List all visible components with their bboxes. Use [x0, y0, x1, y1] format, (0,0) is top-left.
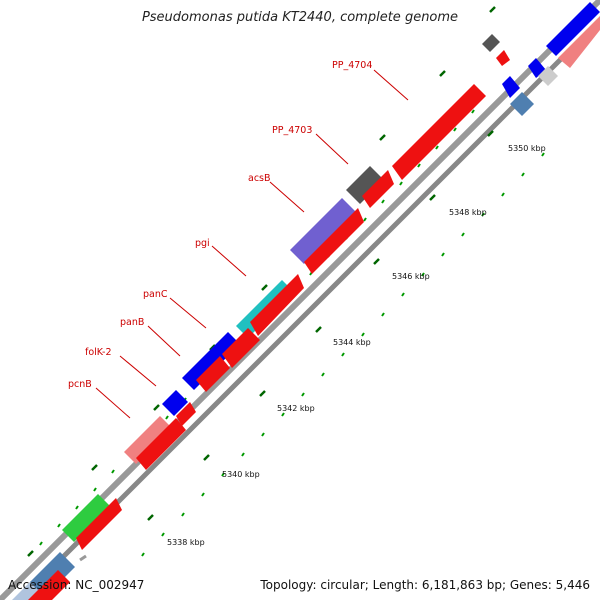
gene-arrow-red-4: [176, 402, 196, 426]
gene-block-blue-small: [162, 390, 188, 416]
gene-arrow-red-7: [250, 274, 304, 336]
gene-label-folk-2: folK-2: [85, 347, 112, 358]
gene-arrow-red-2: [76, 498, 122, 550]
gene-arrow-red-8: [304, 208, 364, 274]
gene-block-lightgrey: [538, 66, 558, 86]
inner-track-genes: [502, 58, 558, 116]
kbp-label: 5340 kbp: [222, 470, 260, 479]
gene-block-pink: [124, 416, 172, 464]
gene-label-acsb: acsB: [248, 173, 271, 184]
gene-label-texts: pcnB folK-2 panB panC pgi acsB PP_4703 P…: [68, 60, 372, 390]
gene-arrow-red-small: [496, 50, 510, 66]
gene-arrow-red-3: [136, 418, 186, 470]
genome-summary-text: Topology: circular; Length: 6,181,863 bp…: [260, 578, 590, 592]
gene-arrow-red-9: [362, 170, 394, 208]
gene-label-pp-4704: PP_4704: [332, 60, 372, 71]
gene-label-pcnb: pcnB: [68, 379, 92, 390]
gene-block-pink-top: [558, 16, 600, 68]
gene-block-green: [62, 494, 110, 542]
kbp-label: 5344 kbp: [333, 338, 371, 347]
gene-block-grey: [346, 166, 384, 204]
gene-labels: [95, 69, 409, 419]
gene-block-blue-top: [546, 2, 600, 56]
gene-arrow-blue-a: [502, 76, 520, 98]
accession-text: Accession: NC_002947: [8, 578, 145, 592]
gene-arrow-red-10: [392, 84, 486, 180]
gene-label-pp-4703: PP_4703: [272, 125, 312, 136]
gene-block-steelblue-top: [510, 92, 534, 116]
gene-arrow-red-1: [28, 570, 70, 600]
gene-arrow-red-6: [222, 328, 260, 368]
inner-tick-row: [141, 152, 545, 557]
kbp-label: 5342 kbp: [277, 404, 315, 413]
map-title: Pseudomonas putida KT2440, complete geno…: [141, 10, 459, 25]
kbp-tick-marks: [147, 130, 494, 521]
gene-label-panc: panC: [143, 289, 168, 300]
gene-label-pgi: pgi: [195, 238, 210, 249]
gene-label-panb: panB: [120, 317, 144, 328]
kbp-label: 5338 kbp: [167, 538, 205, 547]
kbp-label: 5346 kbp: [392, 272, 430, 281]
gene-block-blue-1: [182, 332, 240, 390]
gene-block-steelblue: [30, 552, 75, 597]
gene-block-grey-small: [482, 34, 500, 52]
kbp-label: 5348 kbp: [449, 208, 487, 217]
gene-arrow-red-5: [196, 356, 230, 392]
kbp-labels: 5338 kbp 5340 kbp 5342 kbp 5344 kbp 5346…: [167, 144, 546, 547]
gene-block-purple: [290, 198, 356, 264]
kbp-label: 5350 kbp: [508, 144, 546, 153]
